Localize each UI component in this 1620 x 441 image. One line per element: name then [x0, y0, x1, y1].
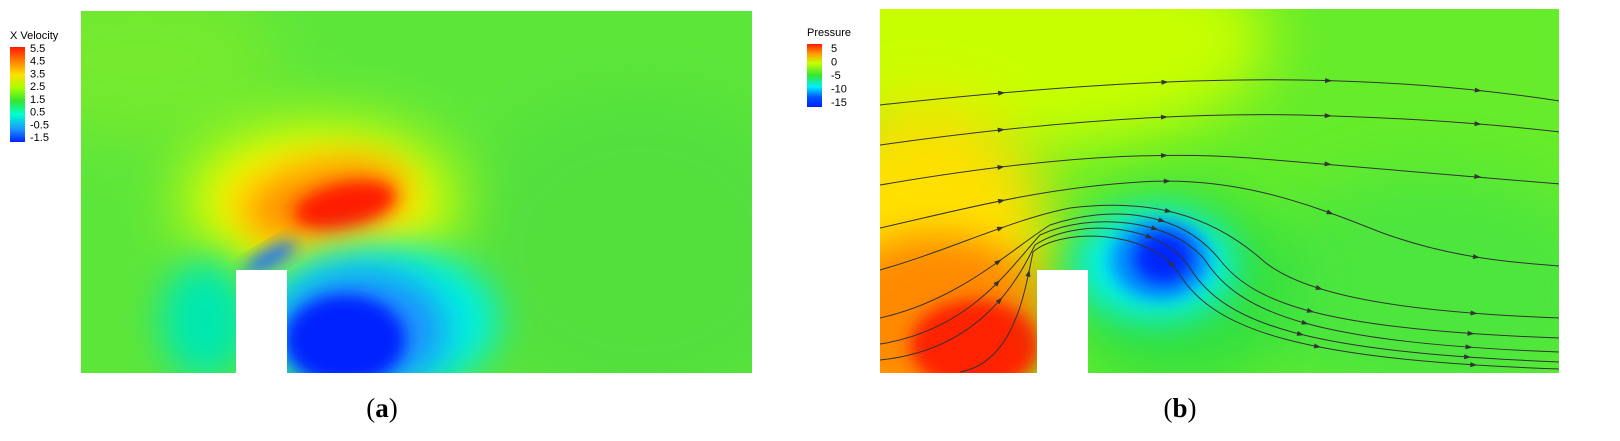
windward-stagnation: [160, 260, 250, 373]
streamline-arrow: [1296, 331, 1305, 336]
panel-a: X Velocity 5.54.53.52.51.50.5-0.5-1.5 (a…: [10, 11, 752, 423]
panel-b-caption: (b): [1163, 393, 1196, 423]
streamline-arrow: [997, 90, 1006, 96]
colorbar-tick-label: -15: [831, 97, 847, 109]
streamline-arrow: [1161, 79, 1169, 85]
streamline-arrow: [1465, 344, 1473, 350]
streamline-arrow: [1470, 362, 1478, 368]
streamline-arrow: [1150, 225, 1159, 231]
colorbar-a: X Velocity 5.54.53.52.51.50.5-0.5-1.5: [10, 30, 59, 144]
streamline-arrow: [997, 164, 1005, 170]
field-right-a: [460, 90, 752, 373]
colorbar-tick-label: 0.5: [30, 107, 45, 119]
colorbar-b-ticks: 5 0-5 -10-15: [831, 43, 847, 109]
colorbar-b: Pressure 5 0-5 -10-15: [807, 27, 851, 109]
streamline-arrow: [1474, 87, 1482, 93]
streamline: [959, 235, 1559, 373]
streamline-arrow: [997, 198, 1006, 204]
roof-separation-a: [243, 241, 297, 275]
streamline-arrow: [1306, 307, 1315, 313]
recirculation-wake: [285, 295, 405, 373]
streamlines: [880, 78, 1559, 373]
obstacle-block-b: [1037, 270, 1088, 373]
streamline-arrow: [1324, 161, 1332, 167]
streamline: [880, 114, 1559, 146]
streamline-arrow: [1145, 233, 1153, 239]
streamline: [880, 221, 1559, 353]
colorbar-a-ticks: 5.54.53.52.51.50.5-0.5-1.5: [30, 43, 49, 144]
acceleration-lobe: [293, 180, 397, 230]
streamline-arrow: [1326, 209, 1334, 215]
colorbar-tick-label: -5: [831, 70, 841, 82]
streamline-arrow: [1301, 319, 1309, 325]
streamline-arrow: [993, 279, 1001, 287]
colorbar-a-title: X Velocity: [10, 30, 59, 42]
field-right-b: [1250, 170, 1559, 373]
colorbar-tick-label: -10: [831, 84, 847, 96]
streamline-arrow: [1025, 269, 1031, 278]
colorbar-tick-label: 4.5: [30, 56, 45, 68]
roof-vortex-low-pressure: [1133, 232, 1193, 284]
streamline-arrow: [1160, 114, 1168, 120]
streamline-arrow: [1164, 207, 1172, 213]
colorbar-b-scale: [807, 44, 822, 107]
colorbar-tick-label: -1.5: [30, 132, 49, 144]
streamline: [880, 154, 1559, 186]
colorbar-tick-label: 0: [831, 57, 837, 69]
streamline-arrow: [1157, 217, 1166, 223]
colorbar-a-scale: [10, 47, 25, 142]
heatmap-a: [81, 11, 752, 373]
colorbar-tick-label: 2.5: [30, 81, 45, 93]
streamline: [880, 180, 1559, 267]
streamline: [880, 204, 1559, 319]
streamline-arrow: [1463, 354, 1472, 360]
field-upper-left-a: [81, 11, 280, 140]
streamline-arrow: [1325, 78, 1333, 84]
colorbar-tick-label: 5.5: [30, 43, 45, 55]
streamline-arrow: [1168, 261, 1175, 269]
streamline-arrow: [994, 259, 1002, 266]
streamline-arrow: [995, 297, 1003, 305]
colorbar-tick-label: 1.5: [30, 94, 45, 106]
streamline-arrow: [996, 226, 1005, 232]
streamline-arrow: [1467, 330, 1475, 336]
streamline-arrow: [1160, 152, 1168, 158]
panel-a-caption: (a): [366, 393, 398, 423]
streamline-arrow: [997, 127, 1005, 133]
obstacle-block-a: [236, 270, 287, 373]
streamline-arrow: [1324, 113, 1332, 119]
streamline-arrow: [1474, 173, 1482, 179]
streamline: [880, 227, 1559, 363]
panel-b: Pressure 5 0-5 -10-15 (b): [807, 9, 1559, 423]
streamline-arrow: [1313, 343, 1322, 349]
colorbar-tick-label: 5: [831, 43, 837, 55]
streamline: [880, 213, 1559, 339]
colorbar-tick-label: -0.5: [30, 119, 49, 131]
streamline-arrow: [1470, 310, 1478, 316]
windward-high-pressure: [910, 300, 1040, 373]
streamline-arrow: [1474, 121, 1482, 127]
streamline-arrow: [1315, 285, 1323, 290]
streamline-arrow: [1163, 178, 1171, 184]
heatmap-b: [880, 9, 1559, 373]
streamline-arrow: [1472, 254, 1480, 260]
colorbar-tick-label: 3.5: [30, 68, 45, 80]
colorbar-b-title: Pressure: [807, 27, 851, 39]
streamline: [880, 79, 1559, 106]
